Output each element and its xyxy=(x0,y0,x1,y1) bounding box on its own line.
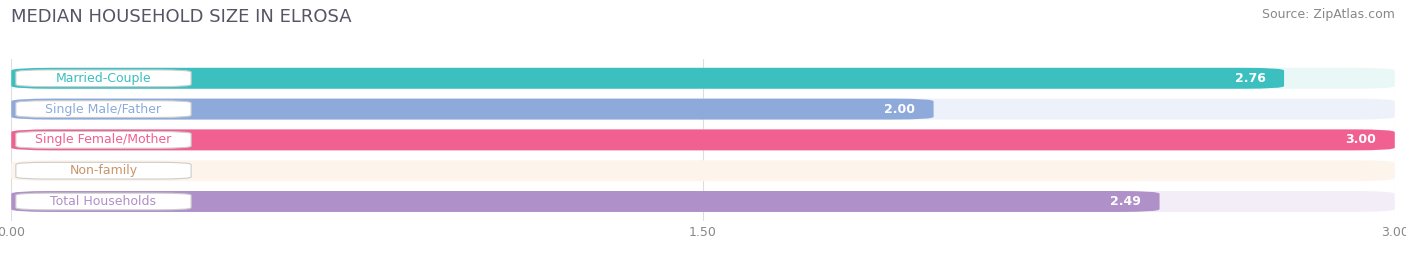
Text: Non-family: Non-family xyxy=(69,164,138,177)
Text: Single Male/Father: Single Male/Father xyxy=(45,102,162,116)
FancyBboxPatch shape xyxy=(11,160,1395,181)
Text: MEDIAN HOUSEHOLD SIZE IN ELROSA: MEDIAN HOUSEHOLD SIZE IN ELROSA xyxy=(11,8,352,26)
FancyBboxPatch shape xyxy=(15,70,191,87)
FancyBboxPatch shape xyxy=(11,99,1395,119)
FancyBboxPatch shape xyxy=(11,99,934,119)
Text: Total Households: Total Households xyxy=(51,195,156,208)
FancyBboxPatch shape xyxy=(11,191,1395,212)
Text: 2.49: 2.49 xyxy=(1111,195,1142,208)
Text: Source: ZipAtlas.com: Source: ZipAtlas.com xyxy=(1261,8,1395,21)
Text: Married-Couple: Married-Couple xyxy=(56,72,152,85)
FancyBboxPatch shape xyxy=(11,68,1395,89)
Text: 0.00: 0.00 xyxy=(44,164,72,177)
FancyBboxPatch shape xyxy=(15,132,191,148)
FancyBboxPatch shape xyxy=(15,162,191,179)
Text: Single Female/Mother: Single Female/Mother xyxy=(35,133,172,146)
FancyBboxPatch shape xyxy=(11,129,1395,150)
Text: 2.76: 2.76 xyxy=(1234,72,1265,85)
FancyBboxPatch shape xyxy=(15,193,191,210)
FancyBboxPatch shape xyxy=(11,68,1284,89)
FancyBboxPatch shape xyxy=(11,129,1395,150)
FancyBboxPatch shape xyxy=(11,191,1160,212)
Text: 3.00: 3.00 xyxy=(1346,133,1376,146)
Text: 2.00: 2.00 xyxy=(884,102,915,116)
FancyBboxPatch shape xyxy=(15,101,191,118)
